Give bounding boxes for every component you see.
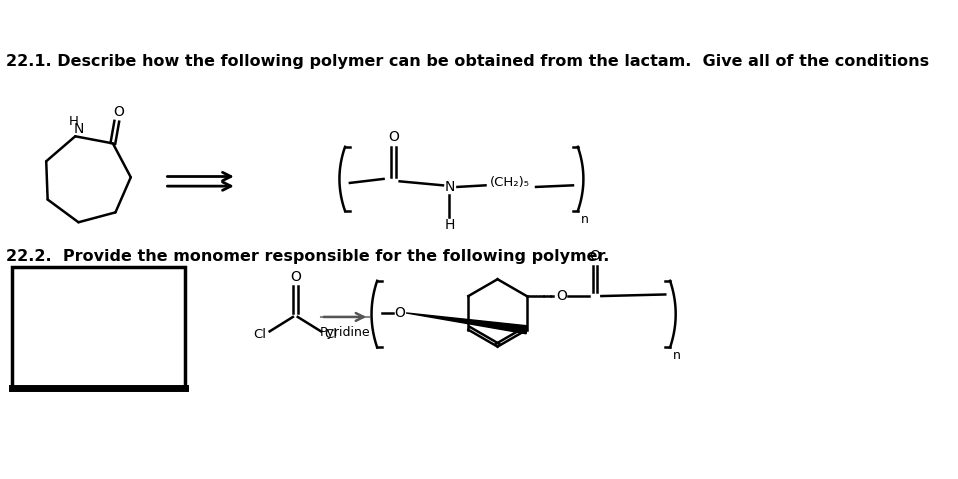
Bar — [12, 267, 185, 388]
Text: O: O — [394, 306, 405, 320]
Text: O: O — [290, 270, 301, 284]
Text: 22.1. Describe how the following polymer can be obtained from the lactam.  Give : 22.1. Describe how the following polymer… — [7, 54, 929, 68]
Text: Pyridine: Pyridine — [320, 326, 371, 339]
Text: n: n — [673, 349, 681, 362]
Text: O: O — [589, 249, 601, 263]
Text: O: O — [556, 289, 567, 303]
Text: N: N — [74, 122, 84, 136]
Text: (CH₂)₅: (CH₂)₅ — [490, 176, 530, 189]
Text: Cl: Cl — [324, 328, 337, 341]
Text: O: O — [114, 104, 125, 119]
Polygon shape — [406, 313, 527, 334]
Text: Cl: Cl — [254, 328, 266, 341]
Text: H: H — [445, 218, 455, 232]
Text: n: n — [581, 213, 589, 226]
Text: H: H — [69, 115, 79, 128]
Text: 22.2.  Provide the monomer responsible for the following polymer.: 22.2. Provide the monomer responsible fo… — [7, 249, 610, 264]
Text: N: N — [445, 180, 455, 194]
Text: O: O — [388, 130, 399, 144]
